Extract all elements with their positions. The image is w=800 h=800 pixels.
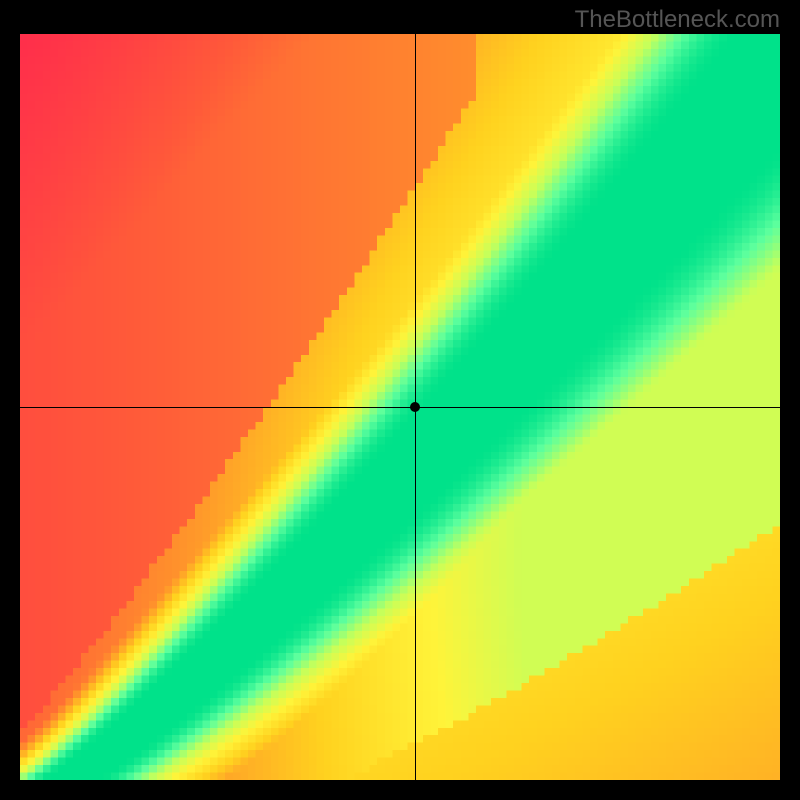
- crosshair-horizontal: [20, 407, 780, 408]
- watermark-text: TheBottleneck.com: [575, 6, 780, 34]
- plot-area: [20, 34, 780, 780]
- chart-container: TheBottleneck.com: [0, 0, 800, 800]
